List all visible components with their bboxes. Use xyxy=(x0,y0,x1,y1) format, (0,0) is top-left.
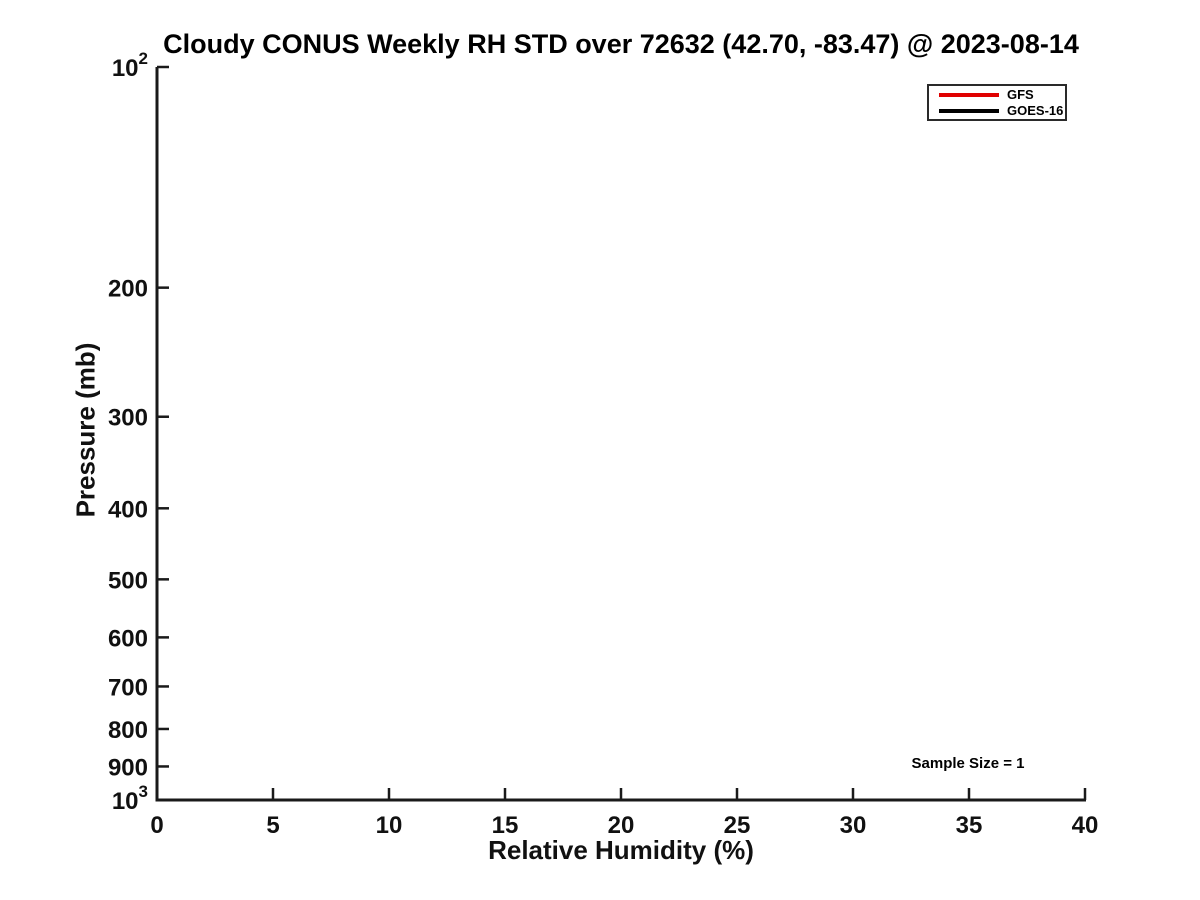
legend-label-gfs: GFS xyxy=(1007,87,1034,102)
x-tick-label: 10 xyxy=(376,812,403,839)
legend-label-goes16: GOES-16 xyxy=(1007,103,1064,118)
legend: GFS GOES-16 xyxy=(927,84,1067,121)
x-tick-label: 35 xyxy=(956,812,983,839)
legend-item-goes16: GOES-16 xyxy=(929,104,1065,117)
sample-size-annotation: Sample Size = 1 xyxy=(911,755,1025,772)
y-tick-label: 400 xyxy=(108,496,148,523)
x-tick-label: 20 xyxy=(608,812,635,839)
gfs-line-icon xyxy=(939,92,999,97)
x-tick-label: 0 xyxy=(150,812,163,839)
y-tick-label: 700 xyxy=(108,674,148,701)
y-tick-label: 800 xyxy=(108,717,148,744)
y-tick-label: 600 xyxy=(108,625,148,652)
y-axis-label: Pressure (mb) xyxy=(70,342,101,518)
goes16-line-icon xyxy=(939,108,999,113)
x-tick-label: 25 xyxy=(724,812,751,839)
x-tick-label: 30 xyxy=(840,812,867,839)
y-tick-label: 103 xyxy=(112,782,148,815)
y-tick-label: 102 xyxy=(112,49,148,82)
legend-item-gfs: GFS xyxy=(929,88,1065,101)
y-tick-label: 500 xyxy=(108,567,148,594)
x-tick-label: 15 xyxy=(492,812,519,839)
x-axis-label: Relative Humidity (%) xyxy=(488,835,754,865)
y-tick-label: 900 xyxy=(108,754,148,781)
x-tick-label: 5 xyxy=(266,812,279,839)
y-tick-label: 300 xyxy=(108,405,148,432)
x-tick-label: 40 xyxy=(1072,812,1099,839)
y-tick-label: 200 xyxy=(108,276,148,303)
chart-title: Cloudy CONUS Weekly RH STD over 72632 (4… xyxy=(163,29,1079,59)
